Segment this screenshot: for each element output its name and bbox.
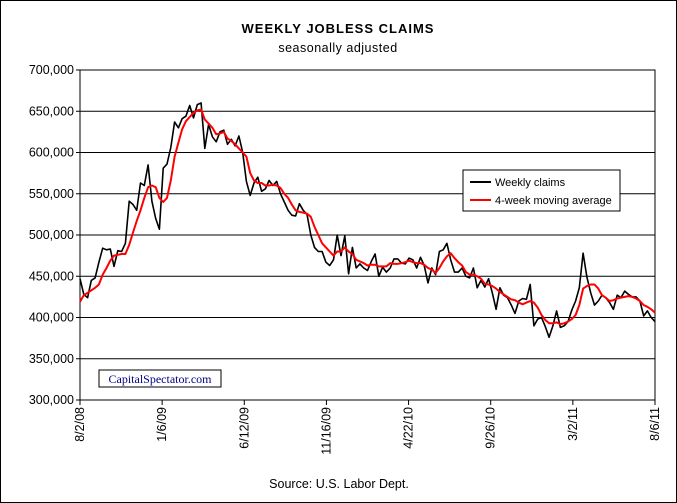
y-tick-label: 500,000 — [29, 228, 74, 242]
y-tick-label: 300,000 — [29, 393, 74, 407]
legend-label-moving-average: 4-week moving average — [495, 195, 612, 207]
source-note: Source: U.S. Labor Dept. — [269, 477, 409, 491]
watermark: CapitalSpectator.com — [98, 369, 222, 388]
x-tick-label: 4/22/10 — [402, 407, 416, 449]
y-axis-ticks: 300,000 350,000 400,000 450,000 500,000 550,0… — [29, 63, 80, 407]
y-tick-label: 700,000 — [29, 63, 74, 77]
x-axis-ticks: 8/2/08 1/6/09 6/12/09 11/16/09 4/22/10 9/26/1… — [73, 400, 662, 455]
watermark-text: CapitalSpectator.com — [109, 372, 213, 386]
chart-subtitle: seasonally adjusted — [278, 41, 397, 55]
y-tick-label: 600,000 — [29, 146, 74, 160]
moving-average-line — [79, 108, 656, 326]
x-tick-label: 9/26/10 — [484, 407, 498, 449]
weekly-claims-line — [79, 102, 656, 339]
x-tick-label: 8/2/08 — [73, 407, 87, 442]
legend-box — [462, 169, 621, 212]
watermark-box — [98, 369, 222, 388]
x-tick-label: 8/6/11 — [648, 407, 662, 441]
y-tick-label: 550,000 — [29, 187, 74, 201]
x-tick-label: 1/6/09 — [155, 407, 169, 442]
series-lines — [79, 102, 656, 339]
legend: Weekly claims 4-week moving average — [462, 169, 621, 212]
chart-title: WEEKLY JOBLESS CLAIMS — [242, 21, 435, 36]
y-tick-label: 350,000 — [29, 352, 74, 366]
y-tick-label: 450,000 — [29, 269, 74, 283]
x-tick-label: 11/16/09 — [319, 407, 333, 455]
y-tick-label: 400,000 — [29, 311, 74, 325]
legend-label-weekly: Weekly claims — [495, 177, 566, 189]
x-tick-label: 6/12/09 — [237, 407, 251, 449]
x-tick-label: 3/2/11 — [566, 407, 580, 441]
y-tick-label: 650,000 — [29, 104, 74, 118]
